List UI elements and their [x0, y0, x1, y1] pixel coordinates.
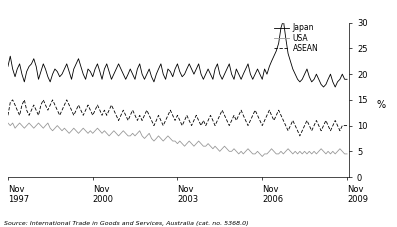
- Y-axis label: %: %: [377, 100, 386, 110]
- Line: Japan: Japan: [8, 20, 347, 87]
- Legend: Japan, USA, ASEAN: Japan, USA, ASEAN: [274, 23, 318, 53]
- Line: ASEAN: ASEAN: [8, 100, 347, 136]
- Text: Source: International Trade in Goods and Services, Australia (cat. no. 5368.0): Source: International Trade in Goods and…: [4, 221, 249, 226]
- Line: USA: USA: [8, 123, 347, 156]
